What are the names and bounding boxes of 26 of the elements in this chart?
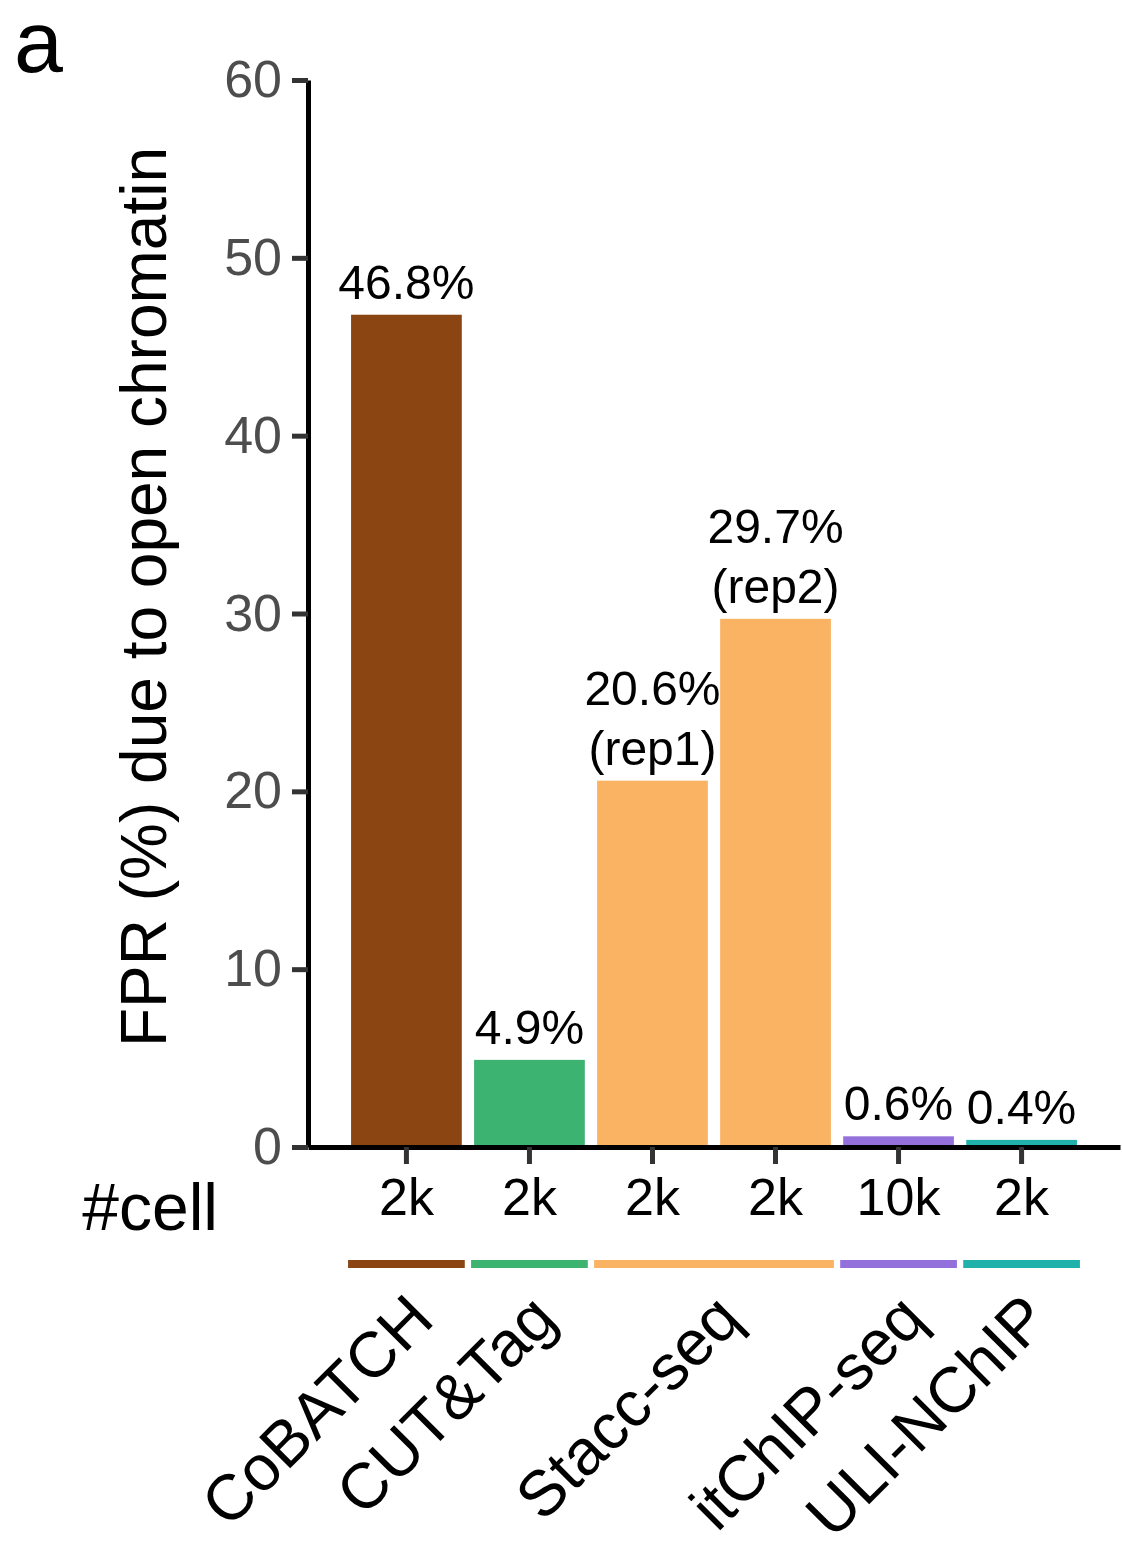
x-axis-title: #cell <box>82 1170 218 1244</box>
x-tick-label: 2k <box>748 1167 804 1226</box>
x-tick-label: 2k <box>625 1167 681 1226</box>
x-tick-label: 2k <box>994 1167 1051 1226</box>
bar <box>720 618 831 1147</box>
y-tick-label: 40 <box>224 405 282 464</box>
x-tick-label: 2k <box>378 1167 435 1226</box>
y-tick-label: 20 <box>224 761 282 820</box>
y-tick-label: 0 <box>253 1117 282 1176</box>
data-label: 0.4% <box>966 1080 1077 1134</box>
y-tick-label: 30 <box>224 583 282 642</box>
chart-title: a <box>14 0 63 91</box>
data-label: 46.8% <box>338 255 475 309</box>
data-label: 29.7% (rep2) <box>707 499 844 613</box>
y-tick-label: 50 <box>224 227 282 286</box>
x-tick-label: 10k <box>856 1167 942 1226</box>
data-label: 4.9% <box>474 1000 585 1054</box>
y-tick-label: 10 <box>224 939 282 998</box>
y-tick-label: 60 <box>224 50 282 109</box>
x-tick-label: 2k <box>501 1167 558 1226</box>
y-axis-title: FPR (%) due to open chromatin <box>108 147 180 1047</box>
bar <box>597 780 708 1147</box>
bar <box>474 1059 585 1147</box>
data-label: 0.6% <box>843 1077 954 1131</box>
bar <box>351 314 462 1147</box>
data-label: 20.6% (rep1) <box>584 661 721 775</box>
